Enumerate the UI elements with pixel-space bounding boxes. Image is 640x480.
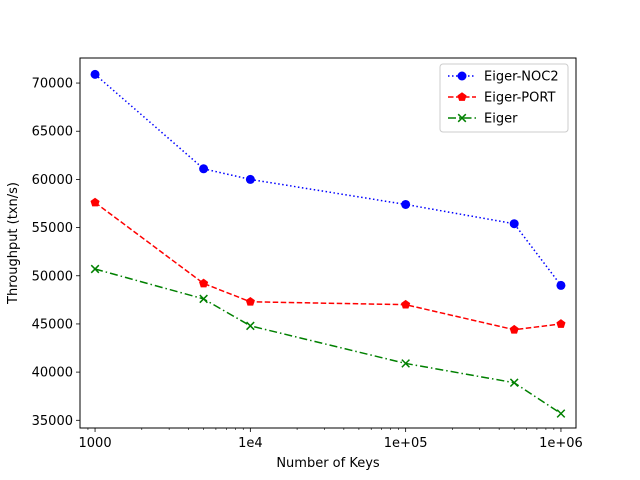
plot-frame [79,57,577,429]
data-point [199,164,209,174]
data-point [245,296,255,306]
x-tick-label: 1e4 [238,436,263,451]
x-tick-label: 1e+06 [539,436,583,451]
y-tick-label: 60000 [32,173,73,188]
data-point [246,321,255,331]
data-point [90,197,100,207]
data-point [199,294,208,304]
y-tick-label: 65000 [32,125,73,140]
data-point [90,69,100,79]
y-tick-label: 50000 [32,269,73,284]
legend-label: Eiger-PORT [484,91,555,106]
series-line [94,201,562,331]
data-point [90,264,100,274]
x-tick-label: 1e+05 [384,436,428,451]
x-tick-label: 1000 [79,436,112,451]
series-eiger-port [90,197,566,334]
data-point [556,280,566,290]
data-point [245,174,255,184]
data-point [509,378,519,388]
data-point [401,299,411,309]
legend-entry: Eiger [448,112,518,127]
series-layer [90,69,566,418]
y-tick-label: 55000 [32,221,73,236]
legend: Eiger-NOC2 Eiger-PORT Eiger [439,63,569,133]
series-eiger-noc2 [90,69,566,290]
y-tick-label: 40000 [32,366,73,381]
legend-marker [457,113,467,123]
y-axis-title: Throughput (txn/s) [6,182,21,305]
y-tick-label: 35000 [32,414,73,429]
legend-box [439,63,569,133]
data-point [401,199,411,209]
legend-marker [457,71,467,81]
series-eiger [90,264,566,418]
data-point [401,359,410,368]
data-point [556,319,566,328]
y-axis: 35000 40000 45000 50000 55000 60000 65000 70000 [32,77,80,429]
legend-entry: Eiger-NOC2 [448,70,559,85]
x-axis-title: Number of Keys [276,456,380,471]
data-point [509,219,519,229]
data-point [556,409,566,418]
legend-entry: Eiger-PORT [448,91,555,106]
y-tick-label: 45000 [32,317,73,332]
series-line [94,268,562,415]
data-point [509,324,519,334]
y-tick-label: 70000 [32,77,73,92]
x-axis: 1000 1e4 1e+05 1e+06 [79,428,583,451]
series-line [94,73,562,286]
legend-marker [457,92,467,101]
legend-label: Eiger [484,112,518,127]
legend-label: Eiger-NOC2 [484,70,559,85]
data-point [199,278,209,288]
